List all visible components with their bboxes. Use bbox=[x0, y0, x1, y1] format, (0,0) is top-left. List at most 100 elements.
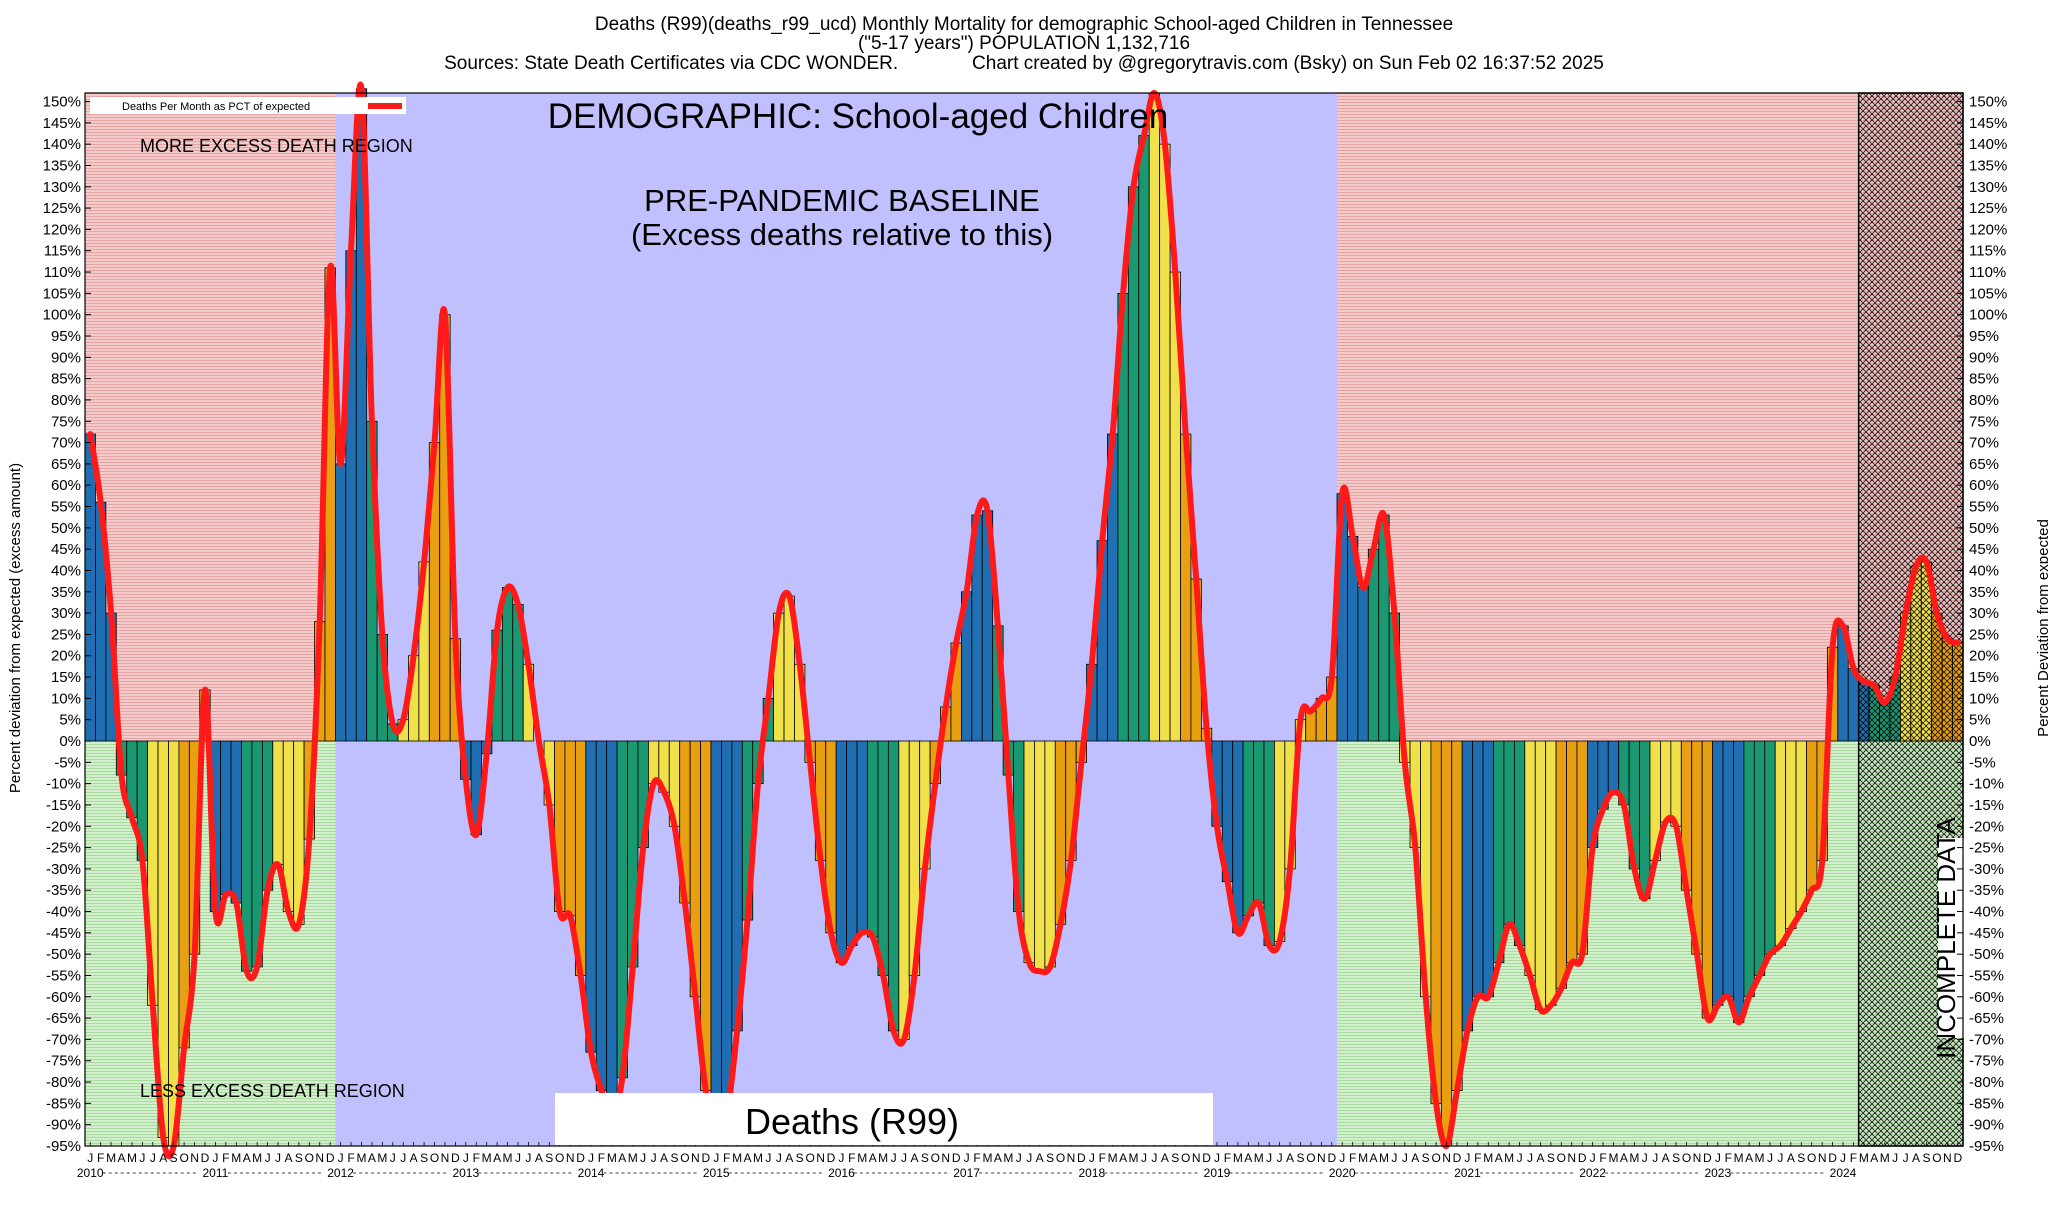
y-tick-label-right: 60% bbox=[1969, 477, 1999, 494]
x-tick-label: M bbox=[252, 1151, 262, 1165]
x-tick-label: A bbox=[535, 1151, 543, 1165]
x-year-label: 2020 bbox=[1329, 1166, 1356, 1180]
y-tick-label-right: -35% bbox=[1969, 882, 2004, 899]
bar bbox=[887, 740, 900, 1032]
y-tick-label-right: 140% bbox=[1969, 136, 2007, 153]
y-tick-label-left: -35% bbox=[46, 882, 81, 899]
x-tick-label: D bbox=[1077, 1151, 1086, 1165]
y-tick-label-right: 80% bbox=[1969, 392, 1999, 409]
bar bbox=[220, 740, 232, 895]
x-year-label: 2023 bbox=[1704, 1166, 1731, 1180]
x-tick-label: J bbox=[212, 1151, 218, 1165]
y-tick-label-right: 150% bbox=[1969, 94, 2007, 111]
x-tick-label: F bbox=[97, 1151, 104, 1165]
y-tick-label-left: 145% bbox=[43, 115, 81, 132]
more-region-label: MORE EXCESS DEATH REGION bbox=[140, 136, 413, 156]
x-tick-label: N bbox=[190, 1151, 199, 1165]
x-tick-label: J bbox=[139, 1151, 145, 1165]
y-tick-label-left: 60% bbox=[51, 477, 81, 494]
x-tick-label: M bbox=[982, 1151, 992, 1165]
x-year-label: 2021 bbox=[1454, 1166, 1481, 1180]
x-tick-label: N bbox=[315, 1151, 324, 1165]
x-tick-label: M bbox=[857, 1151, 867, 1165]
x-tick-label: J bbox=[1026, 1151, 1032, 1165]
y-tick-label-right: 120% bbox=[1969, 221, 2007, 238]
y-tick-label-right: 15% bbox=[1969, 669, 1999, 686]
y-tick-label-right: -50% bbox=[1969, 946, 2004, 963]
y-tick-label-right: 10% bbox=[1969, 690, 1999, 707]
y-tick-label-right: 20% bbox=[1969, 648, 1999, 665]
series-line-path bbox=[87, 82, 1961, 1160]
axes: -95% -95% -90% -90% -85% -85% -80% -80% -75% -75%… bbox=[43, 92, 2007, 1180]
bar bbox=[856, 740, 868, 934]
y-tick-label-left: 30% bbox=[51, 605, 81, 622]
y-tick-label-left: -5% bbox=[54, 754, 81, 771]
bar bbox=[564, 740, 576, 917]
y-tick-label-right: 35% bbox=[1969, 584, 1999, 601]
y-tick-label-left: 135% bbox=[43, 157, 81, 174]
bar bbox=[1743, 740, 1755, 998]
y-tick-label-right: -75% bbox=[1969, 1053, 2004, 1070]
x-tick-label: J bbox=[390, 1151, 396, 1165]
bar bbox=[710, 740, 722, 1134]
x-tick-label: A bbox=[159, 1151, 167, 1165]
x-tick-label: D bbox=[701, 1151, 710, 1165]
cause-label-box bbox=[555, 1093, 1213, 1145]
x-tick-label: A bbox=[493, 1151, 501, 1165]
x-tick-label: A bbox=[1912, 1151, 1920, 1165]
x-tick-label: F bbox=[598, 1151, 605, 1165]
y-tick-label-left: -95% bbox=[46, 1138, 81, 1155]
bar bbox=[1660, 740, 1672, 823]
x-tick-label: S bbox=[1922, 1151, 1930, 1165]
y-tick-label-right: 40% bbox=[1969, 562, 1999, 579]
x-tick-label: O bbox=[931, 1151, 940, 1165]
x-tick-label: J bbox=[1464, 1151, 1470, 1165]
x-year-label: 2013 bbox=[452, 1166, 479, 1180]
x-tick-label: J bbox=[891, 1151, 897, 1165]
x-year-label: 2024 bbox=[1830, 1166, 1857, 1180]
bars bbox=[84, 88, 1964, 1147]
y-tick-label-left: -10% bbox=[46, 776, 81, 793]
x-tick-label: M bbox=[732, 1151, 742, 1165]
bar bbox=[1493, 740, 1505, 964]
x-tick-label: S bbox=[921, 1151, 929, 1165]
x-tick-label: J bbox=[463, 1151, 469, 1165]
x-tick-label: A bbox=[1662, 1151, 1670, 1165]
bar bbox=[1534, 740, 1547, 1010]
bar bbox=[1566, 740, 1578, 964]
y-tick-label-left: 65% bbox=[51, 456, 81, 473]
y-tick-label-right: -10% bbox=[1969, 776, 2004, 793]
x-tick-label: J bbox=[1517, 1151, 1523, 1165]
y-tick-label-right: -60% bbox=[1969, 989, 2004, 1006]
x-tick-label: O bbox=[555, 1151, 564, 1165]
x-tick-label: N bbox=[566, 1151, 575, 1165]
x-tick-label: S bbox=[1547, 1151, 1555, 1165]
bar bbox=[1472, 740, 1484, 998]
y-tick-label-left: 125% bbox=[43, 200, 81, 217]
x-tick-label: S bbox=[1046, 1151, 1054, 1165]
x-tick-label: A bbox=[1244, 1151, 1252, 1165]
x-tick-label: M bbox=[1504, 1151, 1514, 1165]
x-tick-label: A bbox=[1536, 1151, 1544, 1165]
y-tick-label-left: -80% bbox=[46, 1074, 81, 1091]
plot-frame bbox=[84, 92, 1964, 1147]
bar bbox=[1451, 740, 1463, 1091]
x-tick-label: J bbox=[1840, 1151, 1846, 1165]
x-year-label: 2012 bbox=[327, 1166, 354, 1180]
y-tick-label-left: -50% bbox=[46, 946, 81, 963]
x-tick-label: A bbox=[994, 1151, 1002, 1165]
y-tick-label-left: 105% bbox=[43, 285, 81, 302]
bar bbox=[1127, 186, 1140, 742]
y-tick-label-right: -30% bbox=[1969, 861, 2004, 878]
x-tick-label: N bbox=[1317, 1151, 1326, 1165]
x-tick-label: J bbox=[150, 1151, 156, 1165]
x-tick-label: O bbox=[805, 1151, 814, 1165]
x-tick-label: N bbox=[1567, 1151, 1576, 1165]
x-tick-label: A bbox=[118, 1151, 126, 1165]
y-tick-label-right: 0% bbox=[1969, 733, 1991, 750]
x-tick-label: J bbox=[1214, 1151, 1220, 1165]
y-tick-label-left: -75% bbox=[46, 1053, 81, 1070]
x-tick-label: A bbox=[1119, 1151, 1127, 1165]
y-tick-label-right: 95% bbox=[1969, 328, 1999, 345]
x-tick-label: A bbox=[1161, 1151, 1169, 1165]
